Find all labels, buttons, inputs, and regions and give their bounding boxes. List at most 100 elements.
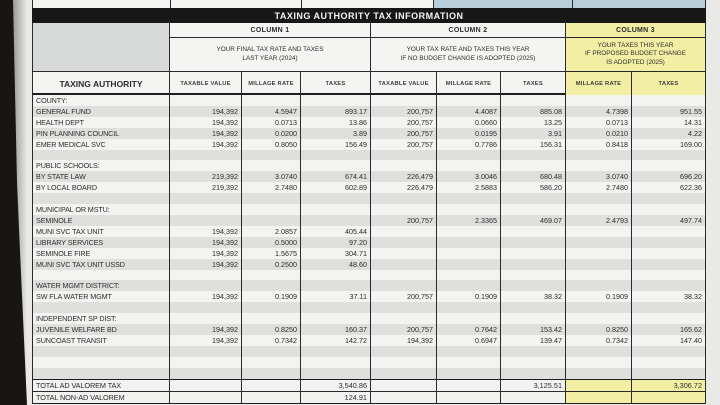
cell-col3-millage-rate	[565, 247, 631, 259]
cell-authority	[33, 193, 169, 204]
cell-col1-taxes	[300, 204, 370, 215]
cell-col2-millage-rate: 0.6947	[436, 334, 500, 346]
col3-taxes-header: TAXES	[631, 72, 705, 95]
cell-col1-millage-rate: 0.7342	[241, 334, 300, 346]
cell-col3-millage-rate	[565, 280, 631, 292]
tax-notice-table: TAXING AUTHORITY TAX INFORMATION COLUMN …	[32, 0, 706, 405]
cell-col2-millage-rate: 2.5883	[436, 182, 500, 194]
table-row: BY STATE LAW 219,392 3.0740 674.41 226,479 3.…	[33, 171, 705, 183]
cell-col3-millage-rate: 2.7480	[565, 182, 631, 194]
cell-col3-taxes	[631, 236, 705, 248]
col2-taxable-value-header: TAXABLE VALUE	[370, 72, 436, 95]
table-row: INDEPENDENT SP DIST:	[33, 313, 705, 325]
cell-col1-taxable-value	[169, 356, 241, 368]
cell-col1-taxable-value: 194,392	[169, 127, 241, 139]
cell-col3-millage-rate	[565, 160, 631, 172]
cell-col3-taxes	[631, 269, 705, 281]
cell-authority: PUBLIC SCHOOLS:	[36, 161, 100, 171]
cell-authority: HEALTH DEPT	[36, 117, 84, 127]
cell-col3-taxes: 951.55	[631, 105, 705, 117]
cell-col2-taxable-value: 200,757	[370, 214, 436, 226]
cell-authority: INDEPENDENT SP DIST:	[36, 314, 117, 324]
cell-col1-millage-rate: 0.8250	[241, 324, 300, 335]
cell-col3-taxes: 165.62	[631, 324, 705, 335]
cell-col2-taxable-value: 194,392	[370, 334, 436, 346]
cell-col2-taxable-value	[370, 193, 436, 205]
cell-col2-millage-rate	[436, 149, 500, 161]
cell-col3-taxes: 622.36	[631, 182, 705, 194]
cell-col1-millage-rate: 0.1909	[241, 291, 300, 303]
cell-col2-taxes	[500, 160, 565, 172]
table-row: BY LOCAL BOARD 219,392 2.7480 602.89 226,479…	[33, 182, 705, 194]
cell-col3-taxes: 4.22	[631, 127, 705, 139]
cell-col2-taxes	[500, 313, 565, 325]
cell-col1-taxable-value	[169, 149, 241, 161]
cell-col1-taxes: 3.89	[300, 127, 370, 139]
table-row: COUNTY:	[33, 95, 705, 106]
cell-col2-taxable-value: 226,479	[370, 171, 436, 183]
cell-col1-millage-rate	[241, 214, 300, 226]
cell-col1-taxable-value	[169, 204, 241, 215]
cell-col1-millage-rate	[241, 345, 300, 357]
cell-col1-taxable-value	[169, 392, 241, 403]
cell-col2-taxable-value	[370, 302, 436, 314]
cell-col1-taxes: 3,540.86	[300, 379, 370, 392]
cell-col1-millage-rate	[241, 269, 300, 281]
cell-col1-taxes: 304.71	[300, 247, 370, 259]
cutoff-row-cell	[170, 0, 301, 8]
column2-description: YOUR TAX RATE AND TAXES THIS YEAR IF NO …	[370, 38, 565, 72]
cell-col2-taxable-value	[370, 269, 436, 281]
cell-col2-millage-rate	[436, 345, 500, 357]
cell-col2-taxable-value	[370, 367, 436, 379]
cell-col3-millage-rate	[565, 95, 631, 106]
table-row: JUVENILE WELFARE BD 194,392 0.8250 160.37 20…	[33, 324, 705, 335]
table-header: COLUMN 1 COLUMN 2 COLUMN 3 YOUR FINAL TA…	[32, 23, 706, 95]
cell-col1-millage-rate: 4.5947	[241, 105, 300, 117]
cell-col1-millage-rate	[241, 95, 300, 106]
cell-col2-taxable-value	[370, 247, 436, 259]
table-row: MUNI SVC TAX UNIT 194,392 2.0857 405.44	[33, 225, 705, 237]
cell-col2-taxable-value: 226,479	[370, 182, 436, 194]
cell-col3-millage-rate	[565, 302, 631, 314]
cell-col1-millage-rate	[241, 160, 300, 172]
cell-col1-millage-rate: 0.5000	[241, 236, 300, 248]
cell-col2-millage-rate	[436, 225, 500, 237]
total-row: TOTAL AD VALOREM TAX 3,540.86 3,125.51 3,30…	[33, 379, 705, 392]
cell-col1-millage-rate: 0.0713	[241, 116, 300, 128]
cell-col1-millage-rate: 2.0857	[241, 225, 300, 237]
cell-col1-taxes: 602.89	[300, 182, 370, 194]
cell-col3-taxes	[631, 160, 705, 172]
cell-col1-taxable-value: 194,392	[169, 225, 241, 237]
cell-col1-taxable-value	[169, 214, 241, 226]
table-row: MUNI SVC TAX UNIT USSD 194,392 0.2500 48.60	[33, 258, 705, 270]
column3-description: YOUR TAXES THIS YEAR IF PROPOSED BUDGET …	[565, 38, 705, 72]
cell-authority: WATER MGMT DISTRICT:	[36, 281, 120, 291]
cell-col3-millage-rate: 2.4793	[565, 214, 631, 226]
cell-authority	[33, 346, 169, 357]
cell-col1-taxes: 13.86	[300, 116, 370, 128]
cell-authority: SEMINOLE FIRE	[36, 248, 91, 258]
col3-millage-rate-header: MILLAGE RATE	[565, 72, 631, 95]
cell-col1-taxes: 97.20	[300, 236, 370, 248]
cell-col3-millage-rate	[565, 392, 631, 403]
cell-authority: SEMINOLE	[36, 215, 73, 225]
cell-col2-taxable-value	[370, 280, 436, 292]
cell-col2-millage-rate: 0.0195	[436, 127, 500, 139]
cell-col1-taxable-value: 194,392	[169, 138, 241, 150]
table-row: SW FLA WATER MGMT 194,392 0.1909 37.11 200,7…	[33, 291, 705, 303]
cell-col2-millage-rate	[436, 269, 500, 281]
cell-col2-taxes	[500, 204, 565, 215]
cell-col1-taxes: 893.17	[300, 105, 370, 117]
col1-taxes-header: TAXES	[300, 72, 370, 95]
table-row: GENERAL FUND 194,392 4.5947 893.17 200,757 4.…	[33, 105, 705, 117]
cell-col2-taxable-value: 200,757	[370, 291, 436, 303]
cell-col2-taxes	[500, 356, 565, 368]
cell-col1-taxable-value	[169, 193, 241, 205]
table-row: PIN PLANNING COUNCIL 194,392 0.0200 3.89 200…	[33, 127, 705, 139]
col1-millage-rate-header: MILLAGE RATE	[241, 72, 300, 95]
table-row	[33, 193, 705, 205]
cell-col1-millage-rate	[241, 280, 300, 292]
cell-col2-taxes: 885.08	[500, 105, 565, 117]
cell-col2-taxable-value	[370, 392, 436, 403]
